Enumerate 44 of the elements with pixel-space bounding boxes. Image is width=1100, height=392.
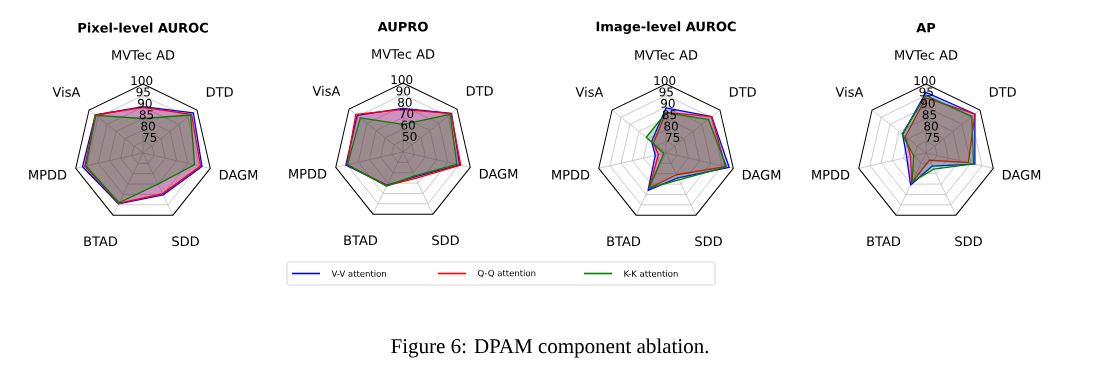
spoke-label: MVTec AD (635, 50, 698, 60)
spoke-label: BTAD (84, 236, 118, 247)
spoke-label: DAGM (219, 169, 258, 180)
spoke-label: DTD (989, 87, 1016, 97)
chart-title: AP (916, 22, 936, 33)
spoke-label: DTD (729, 87, 756, 97)
spoke-label: SDD (695, 236, 722, 247)
spoke-label: MPDD (29, 170, 67, 180)
spoke-label: DAGM (1002, 169, 1041, 180)
spoke-label: DTD (206, 87, 233, 97)
y-tick-label: 100 (391, 74, 413, 85)
spoke-label: SDD (955, 236, 982, 247)
y-tick-label: 90 (396, 86, 411, 96)
spoke-label: MPDD (552, 170, 590, 180)
legend-label: Q-Q attention (478, 269, 536, 278)
spoke-label: VisA (312, 85, 341, 96)
y-tick-label: 100 (914, 75, 936, 86)
spoke-label: MVTec AD (895, 50, 958, 60)
spoke-label: DTD (466, 86, 493, 96)
y-tick-label: 95 (136, 87, 150, 97)
y-tick-label: 95 (659, 87, 673, 97)
legend-label: K-K attention (624, 270, 678, 277)
y-tick-label: 100 (654, 75, 676, 86)
spoke-label: BTAD (867, 236, 901, 247)
chart-title: AUPRO (377, 21, 428, 32)
spoke-label: MPDD (289, 169, 327, 179)
spoke-label: VisA (575, 86, 604, 97)
spoke-label: DAGM (742, 169, 781, 180)
spoke-label: SDD (432, 235, 459, 246)
spoke-label: MPDD (812, 170, 850, 180)
legend-label: V-V attention (331, 270, 386, 277)
y-tick-label: 95 (919, 87, 933, 97)
spoke-label: MVTec AD (372, 49, 435, 59)
chart-title: Pixel-level AUROC (78, 22, 208, 33)
spoke-label: VisA (52, 86, 81, 97)
spoke-label: MVTec AD (112, 50, 175, 60)
spoke-label: BTAD (607, 236, 641, 247)
spoke-label: VisA (835, 86, 864, 97)
caption: Figure 6: DPAM component ablation. (391, 338, 709, 358)
chart-title: Image-level AUROC (596, 21, 736, 34)
spoke-label: BTAD (344, 235, 378, 246)
spoke-label: SDD (172, 236, 199, 247)
spoke-label: DAGM (479, 168, 518, 179)
y-tick-label: 100 (131, 75, 153, 86)
